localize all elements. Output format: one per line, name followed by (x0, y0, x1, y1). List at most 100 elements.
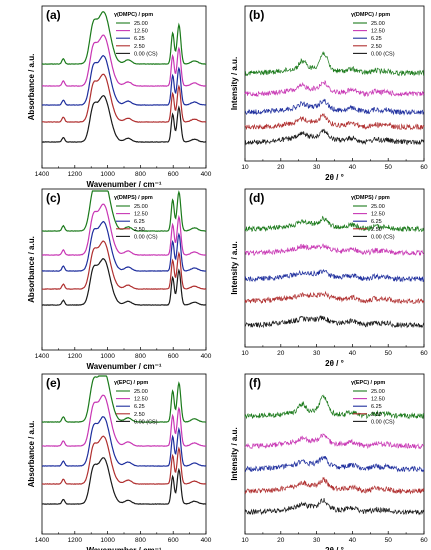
x-tick-label: 10 (241, 350, 249, 357)
x-tick-label: 1200 (68, 537, 83, 544)
legend-title: γ(EPC) / ppm (114, 380, 148, 386)
x-tick-label: 60 (420, 350, 428, 357)
chart-panel-c: (c) 1400 1200 1000 800 600 400 Wavenumber / cm⁻… (27, 188, 212, 371)
series-line-2 (244, 243, 425, 256)
x-tick-label: 800 (135, 537, 146, 544)
series-line-3 (41, 54, 207, 106)
series-line-3 (244, 268, 425, 283)
x-tick-label: 1000 (100, 171, 115, 178)
x-tick-label: 400 (201, 171, 212, 178)
x-tick-label: 800 (135, 171, 146, 178)
x-axis-label: Wavenumber / cm⁻¹ (86, 180, 161, 189)
legend-entry: 6.25 (371, 404, 382, 410)
x-axis-label: 2θ / ° (325, 546, 344, 550)
x-tick-label: 1000 (100, 537, 115, 544)
x-tick-label: 1200 (68, 171, 83, 178)
x-axis-label: 2θ / ° (325, 173, 344, 182)
chart-panel-b: (b) 10 20 30 40 50 60 2θ / ° Intensity / a.u. γ(D… (230, 5, 428, 182)
x-tick-label: 800 (135, 353, 146, 360)
series-line-3 (41, 220, 207, 272)
legend-entry: 2.50 (134, 227, 145, 233)
legend-entry: 2.50 (134, 412, 145, 418)
legend-entry: 6.25 (371, 219, 382, 225)
legend-entry: 12.50 (371, 29, 385, 35)
x-axis-label: Wavenumber / cm⁻¹ (86, 546, 161, 550)
panel-label: (c) (46, 191, 61, 205)
plot-frame (244, 5, 425, 162)
legend-entry: 12.50 (134, 397, 148, 403)
x-tick-label: 600 (168, 353, 179, 360)
x-tick-label: 60 (420, 164, 428, 171)
legend-entry: 6.25 (134, 404, 145, 410)
x-tick-label: 40 (349, 537, 357, 544)
series-line-2 (244, 432, 425, 450)
series-line-4 (41, 435, 207, 485)
series-line-2 (41, 34, 207, 87)
panel-label: (b) (249, 8, 264, 22)
series-line-1 (41, 375, 207, 423)
series-line-1 (244, 394, 425, 420)
series-line-5 (41, 457, 207, 505)
series-line-1 (244, 50, 425, 77)
x-tick-label: 50 (385, 537, 393, 544)
legend-entry: 2.50 (371, 44, 382, 50)
legend-entry: 25.00 (134, 21, 148, 27)
legend-entry: 25.00 (134, 389, 148, 395)
chart-panel-f: (f) 10 20 30 40 50 60 2θ / ° Intensity / a.u. γ(E… (230, 373, 428, 550)
y-axis-label: Intensity / a.u. (230, 427, 239, 480)
series-line-1 (41, 11, 207, 65)
series-line-5 (41, 258, 207, 306)
y-axis-label: Intensity / a.u. (230, 57, 239, 110)
series-line-4 (244, 476, 425, 495)
legend-entry: 12.50 (134, 29, 148, 35)
x-axis-label: 2θ / ° (325, 359, 344, 368)
series-line-4 (42, 73, 207, 123)
y-axis-label: Absorbance / a.u. (27, 421, 36, 488)
legend-title: γ(DMPS) / ppm (114, 195, 153, 201)
legend-entry: 2.50 (371, 412, 382, 418)
x-tick-label: 20 (277, 164, 285, 171)
plot-frame (244, 373, 425, 535)
x-tick-label: 10 (241, 164, 249, 171)
series-line-5 (244, 315, 425, 329)
panel-label: (d) (249, 191, 264, 205)
panel-label: (a) (46, 8, 61, 22)
x-tick-label: 30 (313, 350, 321, 357)
x-tick-label: 50 (385, 164, 393, 171)
series-line-3 (244, 98, 425, 116)
legend-entry: 12.50 (371, 212, 385, 218)
legend-entry: 12.50 (371, 397, 385, 403)
series-line-4 (41, 240, 207, 290)
x-tick-label: 1200 (68, 353, 83, 360)
x-tick-label: 10 (241, 537, 249, 544)
x-tick-label: 1400 (35, 353, 50, 360)
legend-title: γ(EPC) / ppm (351, 380, 385, 386)
series-line-2 (244, 79, 425, 98)
series-line-2 (41, 394, 207, 447)
legend-entry: 6.25 (371, 36, 382, 42)
x-tick-label: 400 (201, 537, 212, 544)
legend-title: γ(DMPC) / ppm (351, 12, 390, 18)
legend-entry: 6.25 (134, 36, 145, 42)
chart-panel-d: (d) 10 20 30 40 50 60 2θ / ° Intensity / a.u. γ(D… (230, 188, 428, 368)
series-line-4 (244, 113, 425, 131)
legend-entry: 25.00 (371, 204, 385, 210)
series-line-1 (244, 215, 425, 233)
x-tick-label: 1000 (100, 353, 115, 360)
chart-panel-e: (e) 1400 1200 1000 800 600 400 Wavenumber / cm⁻… (27, 373, 212, 550)
x-tick-label: 20 (277, 350, 285, 357)
legend-entry: 0.00 (CS) (371, 234, 395, 240)
x-tick-label: 40 (349, 350, 357, 357)
series-line-4 (244, 290, 425, 305)
legend-entry: 6.25 (134, 219, 145, 225)
x-tick-label: 40 (349, 164, 357, 171)
x-tick-label: 1400 (35, 537, 50, 544)
x-tick-label: 50 (385, 350, 393, 357)
x-tick-label: 30 (313, 537, 321, 544)
series-line-5 (41, 95, 207, 143)
legend-entry: 0.00 (CS) (134, 419, 158, 425)
legend-title: γ(DMPC) / ppm (114, 12, 153, 18)
x-tick-label: 1400 (35, 171, 50, 178)
legend-entry: 25.00 (371, 21, 385, 27)
series-line-2 (41, 203, 207, 256)
